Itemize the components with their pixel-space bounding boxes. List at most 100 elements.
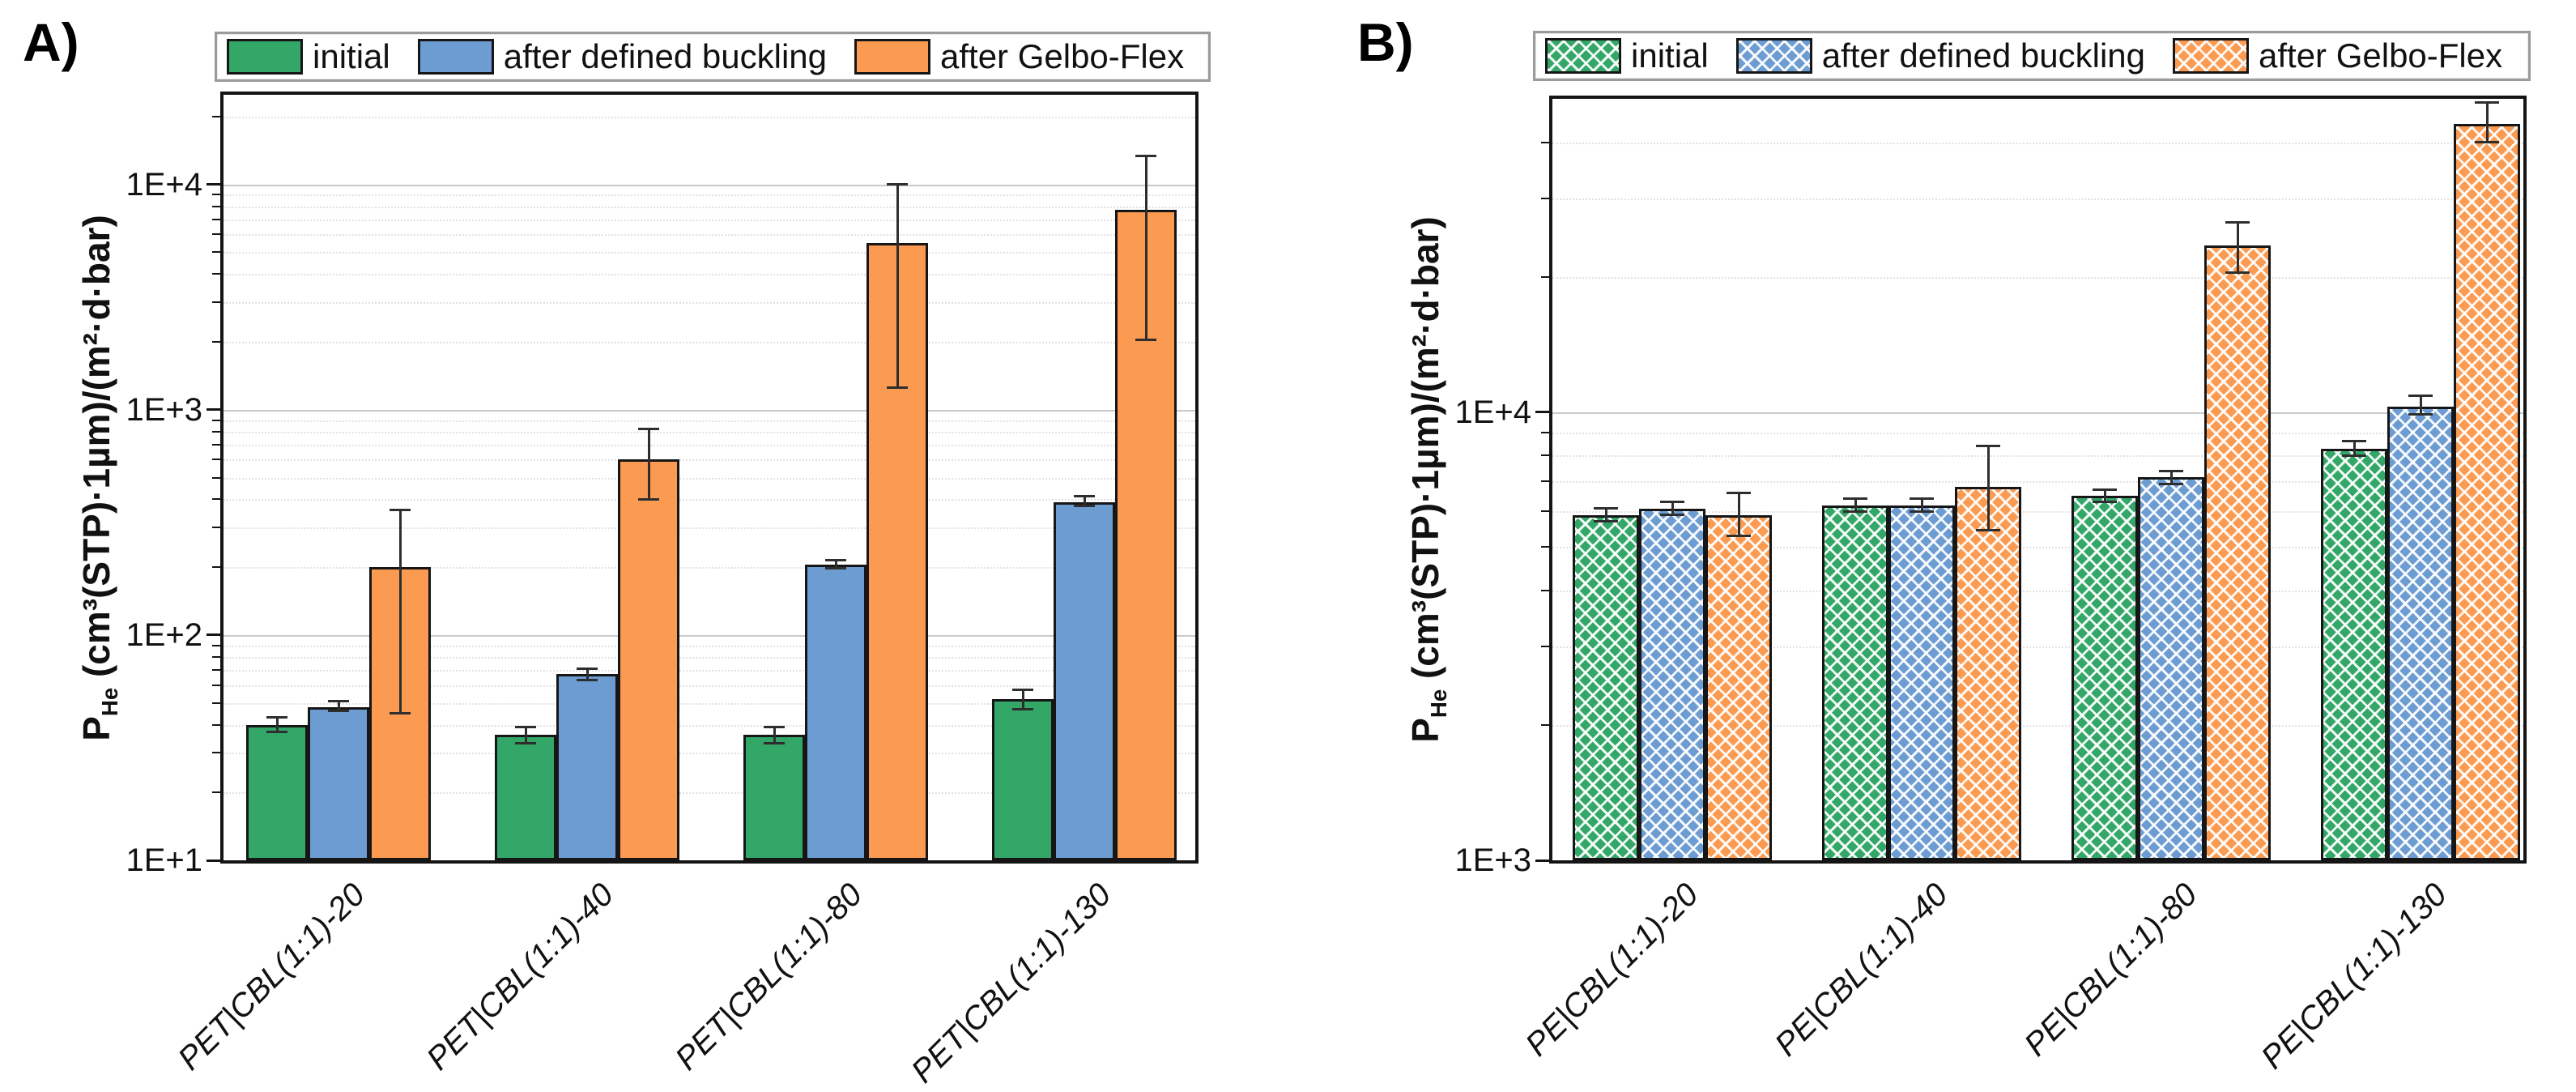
error-bar [275, 717, 279, 732]
y-minor-tick [1541, 141, 1549, 143]
legend-swatch-icon [227, 39, 303, 75]
bar [992, 698, 1054, 860]
bar [805, 565, 866, 860]
y-minor-tick [212, 702, 220, 704]
y-minor-tick [212, 419, 220, 421]
y-minor-tick [212, 655, 220, 658]
error-bar [1854, 498, 1857, 512]
error-bar-cap [266, 731, 287, 734]
legend-swatch-icon [854, 39, 930, 75]
minor-gridline [1552, 547, 2523, 549]
bar [556, 674, 618, 860]
error-bar-cap [577, 667, 598, 670]
error-bar [2103, 489, 2106, 502]
error-bar-cap [2225, 221, 2250, 224]
y-minor-tick [212, 684, 220, 686]
error-bar [1920, 498, 1923, 512]
minor-gridline [224, 669, 1195, 672]
y-minor-tick [1541, 646, 1549, 648]
error-bar-cap [2408, 394, 2433, 397]
error-bar [2419, 395, 2422, 415]
error-bar-cap [328, 699, 349, 702]
y-minor-tick [212, 527, 220, 529]
error-bar-cap [825, 558, 846, 561]
minor-gridline [224, 219, 1195, 221]
minor-gridline [224, 527, 1195, 530]
y-minor-tick [212, 341, 220, 343]
error-bar [1737, 493, 1740, 536]
error-bar-cap [1910, 510, 1934, 513]
error-bar-cap [825, 566, 846, 569]
y-minor-tick [212, 218, 220, 220]
error-bar-cap [1594, 520, 1618, 523]
error-bar-cap [764, 726, 785, 729]
error-bar-cap [1135, 154, 1156, 157]
error-bar-cap [1660, 501, 1684, 504]
y-minor-tick [1541, 432, 1549, 434]
y-minor-tick [212, 459, 220, 461]
error-bar-cap [2342, 440, 2366, 443]
bar [2454, 123, 2520, 860]
y-minor-tick [212, 430, 220, 433]
major-gridline [1552, 412, 2523, 414]
y-minor-tick [1541, 510, 1549, 513]
minor-gridline [1552, 198, 2523, 200]
error-bar [585, 668, 589, 680]
error-bar-cap [1910, 497, 1934, 501]
y-tick-label: 1E+3 [126, 391, 202, 428]
y-major-tick [1535, 411, 1549, 414]
error-bar [2169, 471, 2173, 484]
minor-gridline [224, 685, 1195, 687]
y-major-tick [1535, 859, 1549, 862]
bar [1705, 514, 1772, 860]
error-bar-cap [2159, 483, 2183, 486]
minor-gridline [224, 274, 1195, 276]
legend-label: after defined buckling [503, 37, 827, 75]
y-tick-label: 1E+4 [1454, 394, 1531, 430]
bar [2321, 448, 2387, 860]
error-bar-cap [2475, 101, 2499, 105]
error-bar-cap [328, 710, 349, 713]
error-bar [773, 727, 776, 744]
y-minor-tick [1541, 589, 1549, 591]
error-bar-cap [1976, 529, 2000, 532]
y-minor-tick [212, 205, 220, 207]
error-bar-cap [1843, 510, 1867, 513]
y-minor-tick [212, 791, 220, 794]
minor-gridline [224, 567, 1195, 569]
minor-gridline [224, 444, 1195, 446]
error-bar-cap [577, 679, 598, 682]
error-bar-cap [515, 726, 536, 729]
major-gridline [224, 409, 1195, 412]
error-bar-cap [2408, 412, 2433, 416]
legend-item: after defined buckling [417, 37, 827, 76]
error-bar [398, 510, 402, 714]
minor-gridline [224, 724, 1195, 727]
y-minor-tick [212, 273, 220, 275]
bar [618, 459, 679, 860]
minor-gridline [224, 792, 1195, 795]
major-gridline [224, 634, 1195, 637]
error-bar [1604, 508, 1607, 522]
x-category-label-text: PET|CBL(1:1)-40 [419, 877, 621, 1077]
minor-gridline [224, 702, 1195, 705]
x-category-label-text: PE|CBL(1:1)-130 [2255, 877, 2455, 1076]
legend-label: after Gelbo-Flex [940, 37, 1185, 75]
minor-gridline [224, 459, 1195, 462]
error-bar [1021, 689, 1024, 710]
error-bar-cap [1594, 506, 1618, 510]
legend-swatch-icon [417, 39, 494, 75]
y-major-tick [207, 408, 220, 412]
y-minor-tick [1541, 454, 1549, 457]
y-minor-tick [212, 668, 220, 671]
y-minor-tick [1541, 480, 1549, 483]
y-tick-label: 1E+2 [126, 616, 202, 653]
minor-gridline [224, 116, 1195, 118]
error-bar-cap [887, 386, 908, 390]
minor-gridline [1552, 481, 2523, 484]
legend-swatch-icon [1735, 38, 1812, 74]
minor-gridline [224, 499, 1195, 501]
legend-label: initial [313, 37, 390, 75]
error-bar [2236, 222, 2239, 273]
